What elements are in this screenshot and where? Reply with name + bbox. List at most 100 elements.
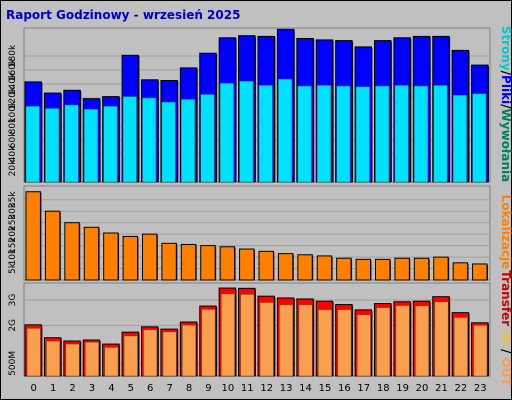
files-bar (433, 85, 448, 183)
transfer-axis-label-out: OUT (499, 358, 512, 387)
transfer-out-bar (104, 347, 119, 377)
x-tick-label: 10 (222, 383, 235, 394)
locations-axis-label: Lokalizacje (499, 195, 512, 270)
locations-tick-label: 15k (8, 236, 18, 253)
files-bar (84, 108, 98, 183)
files-bar (414, 85, 429, 183)
traffic-tick-label: 100k (8, 100, 18, 123)
files-bar (161, 101, 176, 183)
transfer-out-bar (318, 309, 332, 377)
x-tick-label: 2 (69, 383, 75, 394)
locations-tick-label: 10k (8, 248, 18, 265)
files-bar (317, 85, 331, 183)
files-bar (452, 94, 467, 183)
transfer-out-bar (473, 325, 488, 377)
transfer-tick-label: 2G (8, 319, 18, 332)
locations-bar (277, 253, 294, 281)
x-tick-label: 11 (241, 383, 254, 394)
transfer-out-bar (376, 307, 391, 377)
locations-tick-label: 35k (8, 191, 18, 208)
traffic-axis-label-hits: Strony (499, 26, 512, 71)
x-tick-label: 15 (319, 383, 332, 394)
files-bar (258, 85, 273, 183)
transfer-out-bar (162, 331, 177, 377)
traffic-tick-label: 160k (8, 58, 18, 81)
transfer-out-bar (143, 329, 158, 377)
x-tick-label: 18 (377, 383, 390, 394)
locations-bar (336, 257, 352, 281)
x-tick-label: 13 (280, 383, 293, 394)
x-tick-label: 9 (205, 383, 211, 394)
transfer-axis-label-in: IN (499, 330, 512, 345)
x-axis: 0 1 2 3 4 5 6 7 8 9 10 11 12 13 14 15 16 17 18 19 20 21 22 23 (31, 383, 487, 394)
files-bar (103, 106, 118, 183)
transfer-axis-label-sep: / (499, 345, 512, 358)
x-tick-label: 19 (396, 383, 409, 394)
locations-bar (355, 258, 372, 281)
locations-bar (103, 232, 119, 281)
locations-bar (122, 235, 139, 281)
transfer-out-bar (26, 328, 41, 377)
x-tick-label: 14 (299, 383, 312, 394)
files-bar (336, 85, 351, 183)
traffic-axis-label-sep2: / (499, 104, 512, 109)
locations-bar (239, 248, 255, 281)
x-tick-label: 1 (50, 383, 56, 394)
files-bar (142, 97, 157, 183)
x-tick-label: 0 (31, 383, 37, 394)
transfer-out-bar (395, 305, 410, 377)
locations-tick-label: 5k (8, 262, 18, 274)
files-bar (200, 94, 215, 183)
locations-bar (452, 262, 469, 281)
files-bar (375, 85, 390, 183)
locations-bar (472, 263, 488, 281)
locations-bar (375, 258, 391, 281)
locations-bar (258, 250, 274, 281)
locations-bar (25, 191, 41, 281)
transfer-out-bar (85, 342, 99, 377)
locations-bar (219, 246, 236, 281)
locations-tick-label: 30k (8, 202, 18, 219)
locations-bar (297, 254, 313, 281)
traffic-tick-label: 80k (8, 117, 18, 134)
locations-tick-label: 20k (8, 225, 18, 242)
locations-bar (394, 257, 410, 281)
transfer-out-bar (337, 309, 352, 377)
x-tick-label: 17 (357, 383, 370, 394)
files-bar (394, 85, 409, 183)
files-bar (355, 86, 370, 183)
transfer-out-bar (279, 304, 294, 377)
x-tick-label: 8 (186, 383, 192, 394)
files-bar (278, 78, 293, 183)
x-tick-label: 6 (147, 383, 153, 394)
locations-bar (180, 243, 197, 281)
locations-bar (142, 233, 158, 281)
locations-bar (413, 257, 430, 281)
transfer-axis-label: Transfer IN / OUT (499, 270, 512, 386)
x-tick-label: 3 (89, 383, 95, 394)
locations-bar (44, 210, 61, 281)
locations-bar (433, 256, 449, 281)
transfer-out-bar (453, 317, 468, 377)
transfer-out-bar (434, 301, 449, 377)
files-bar (239, 80, 254, 183)
traffic-tick-label: 60k (8, 131, 18, 148)
traffic-axis-label-sep1: / (499, 71, 512, 76)
transfer-out-bar (259, 302, 274, 377)
transfer-panel: 3G 2G 500M (8, 282, 491, 377)
traffic-tick-label: 40k (8, 145, 18, 162)
files-bar (297, 85, 312, 183)
traffic-axis-label: Strony/Pliki/Wywołania (499, 26, 512, 183)
transfer-out-bar (356, 314, 371, 377)
transfer-tick-label: 500M (8, 351, 18, 376)
chart-title: Raport Godzinowy - wrzesień 2025 (6, 8, 240, 22)
locations-bar (200, 245, 216, 281)
files-bar (64, 104, 79, 183)
traffic-tick-label: 120k (8, 86, 18, 109)
transfer-out-bar (46, 340, 61, 377)
transfer-out-bar (415, 305, 430, 377)
transfer-out-bar (182, 324, 196, 377)
